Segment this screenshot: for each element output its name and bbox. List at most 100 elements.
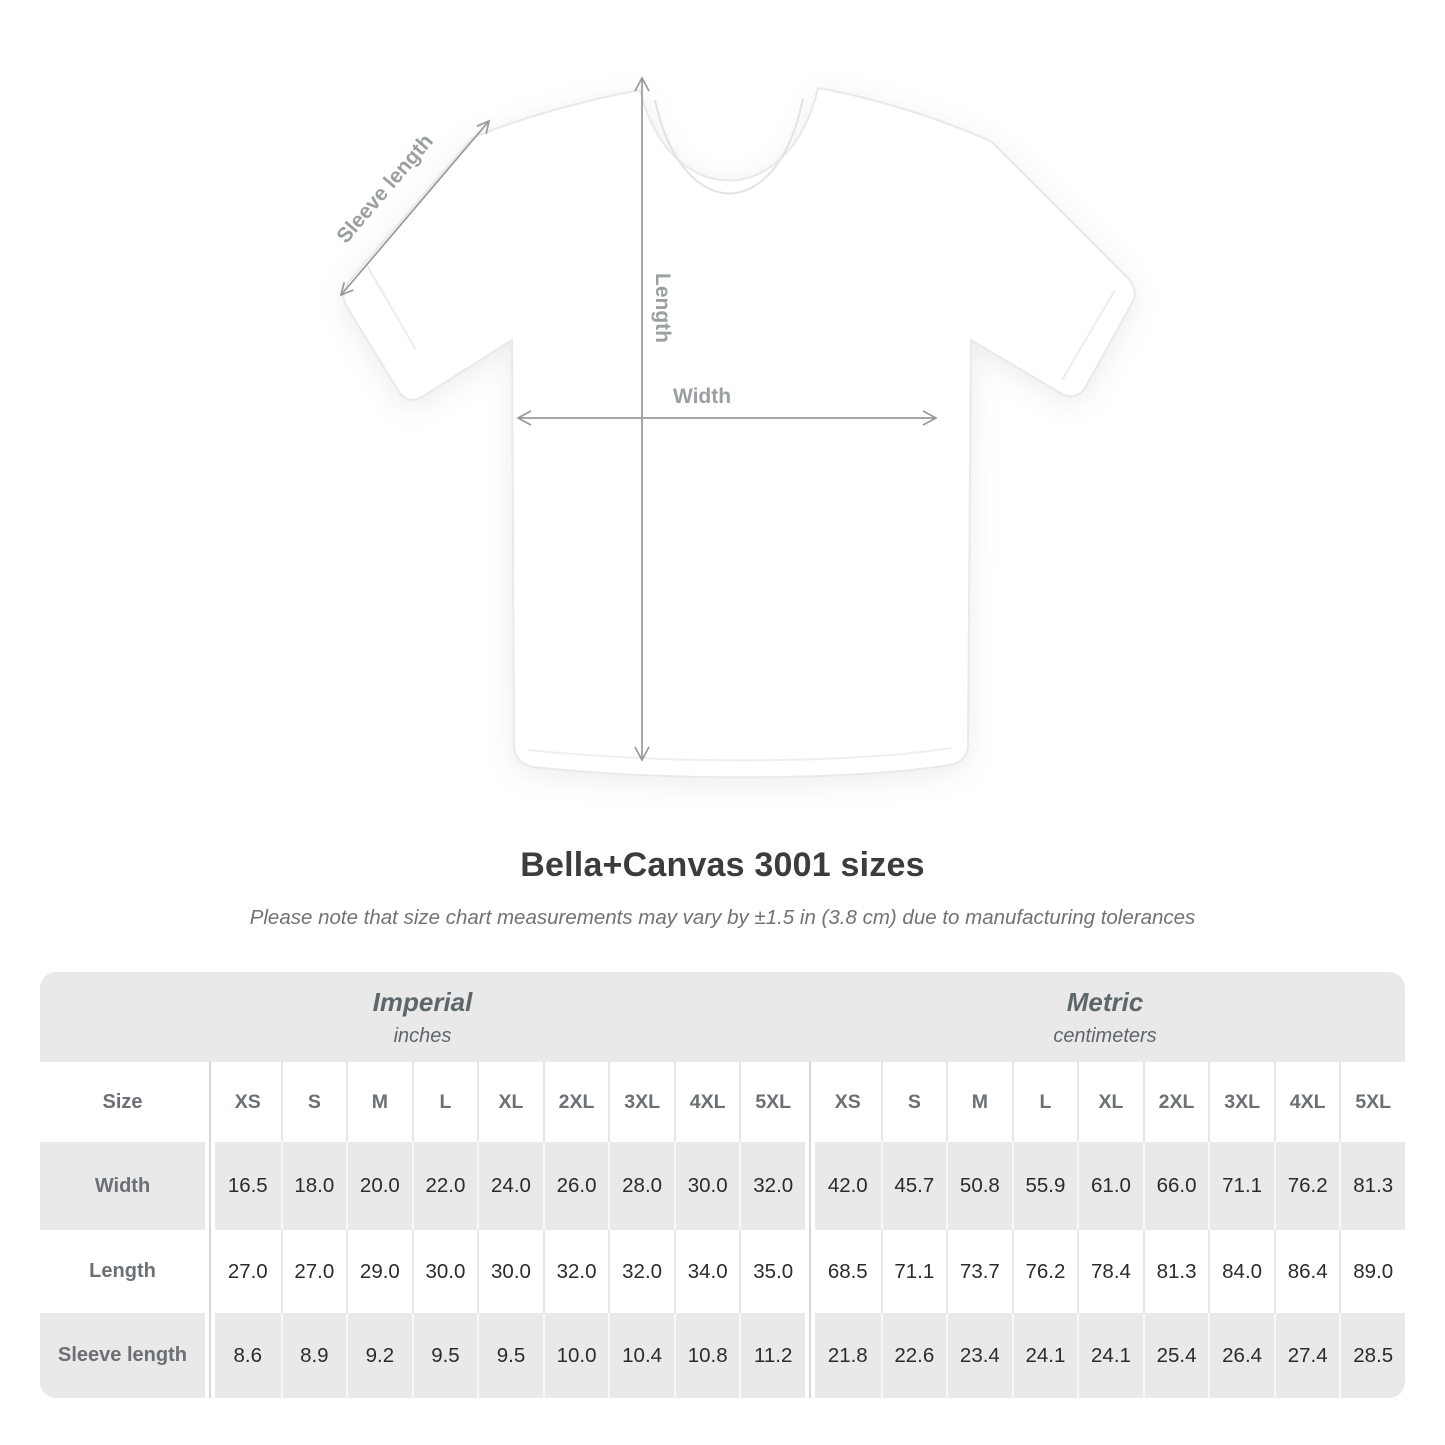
table-cell: 30.0	[673, 1142, 740, 1230]
table-cell: 84.0	[1208, 1230, 1274, 1313]
table-cell: 73.7	[946, 1230, 1012, 1313]
row-label: Width	[40, 1142, 205, 1230]
table-cell: 8.9	[280, 1313, 347, 1398]
right-cuff-seam	[1061, 289, 1116, 381]
table-cell: 32.0	[739, 1142, 805, 1230]
table-cell: 61.0	[1077, 1142, 1143, 1230]
imperial-group-header: Imperial inches	[40, 972, 805, 1062]
size-row-label: Size	[40, 1062, 205, 1142]
tshirt-silhouette	[342, 86, 1136, 779]
table-cell: 9.5	[477, 1313, 543, 1398]
table-cell: 32.0	[608, 1230, 674, 1313]
group-divider	[805, 1142, 815, 1230]
table-cell: 26.0	[542, 1142, 609, 1230]
table-cell: 34.0	[673, 1230, 740, 1313]
table-cell: 27.4	[1273, 1313, 1340, 1398]
table-cell: 10.8	[673, 1313, 740, 1398]
table-cell: 28.5	[1339, 1313, 1405, 1398]
hem-seam	[527, 747, 953, 762]
sleeve-length-row: Sleeve length 8.6 8.9 9.2 9.5 9.5 10.0 1…	[40, 1313, 1405, 1398]
table-cell: 27.0	[280, 1230, 347, 1313]
table-cell: 9.5	[411, 1313, 478, 1398]
table-cell: 30.0	[477, 1230, 543, 1313]
table-cell: 45.7	[880, 1142, 947, 1230]
table-cell: 35.0	[739, 1230, 805, 1313]
page-title: Bella+Canvas 3001 sizes	[520, 846, 925, 884]
table-cell: 22.0	[411, 1142, 478, 1230]
table-cell: 66.0	[1142, 1142, 1209, 1230]
table-cell: 24.1	[1077, 1313, 1143, 1398]
size-header: 2XL	[542, 1062, 609, 1142]
table-cell: 20.0	[346, 1142, 412, 1230]
size-header: 2XL	[1142, 1062, 1209, 1142]
size-header: XS	[815, 1062, 881, 1142]
table-cell: 18.0	[280, 1142, 347, 1230]
table-cell: 8.6	[215, 1313, 281, 1398]
size-header: 4XL	[673, 1062, 740, 1142]
table-cell: 21.8	[815, 1313, 881, 1398]
table-cell: 89.0	[1339, 1230, 1405, 1313]
size-header: XL	[477, 1062, 543, 1142]
row-label: Sleeve length	[40, 1313, 205, 1398]
table-cell: 10.4	[608, 1313, 674, 1398]
table-cell: 10.0	[542, 1313, 609, 1398]
table-cell: 24.1	[1011, 1313, 1078, 1398]
table-cell: 29.0	[346, 1230, 412, 1313]
size-header: 5XL	[739, 1062, 805, 1142]
metric-group-header: Metric centimeters	[805, 972, 1405, 1062]
tolerance-note: Please note that size chart measurements…	[249, 906, 1196, 929]
column-divider	[205, 1230, 215, 1313]
column-divider	[205, 1062, 215, 1142]
table-cell: 24.0	[477, 1142, 543, 1230]
size-header: M	[946, 1062, 1012, 1142]
table-cell: 27.0	[215, 1230, 281, 1313]
table-cell: 11.2	[739, 1313, 805, 1398]
table-cell: 55.9	[1011, 1142, 1078, 1230]
unit-group-header-row: Imperial inches Metric centimeters	[40, 972, 1405, 1062]
table-cell: 28.0	[608, 1142, 674, 1230]
group-divider	[805, 1062, 815, 1142]
table-cell: 16.5	[215, 1142, 281, 1230]
table-cell: 86.4	[1273, 1230, 1340, 1313]
table-cell: 9.2	[346, 1313, 412, 1398]
table-cell: 23.4	[946, 1313, 1012, 1398]
width-label: Width	[673, 385, 731, 408]
size-header: XL	[1077, 1062, 1143, 1142]
size-table: Imperial inches Metric centimeters Size …	[40, 972, 1405, 1398]
size-header: XS	[215, 1062, 281, 1142]
imperial-group-unit: inches	[393, 1025, 452, 1047]
left-cuff-seam	[364, 261, 417, 351]
metric-group-unit: centimeters	[1053, 1025, 1157, 1047]
table-cell: 71.1	[880, 1230, 947, 1313]
table-cell: 78.4	[1077, 1230, 1143, 1313]
column-divider	[205, 1142, 215, 1230]
table-cell: 71.1	[1208, 1142, 1274, 1230]
tshirt-measurement-diagram: Sleeve length Length Width	[332, 76, 1136, 779]
table-cell: 26.4	[1208, 1313, 1274, 1398]
length-row: Length 27.0 27.0 29.0 30.0 30.0 32.0 32.…	[40, 1230, 1405, 1313]
table-cell: 25.4	[1142, 1313, 1209, 1398]
table-cell: 42.0	[815, 1142, 881, 1230]
size-header: L	[1011, 1062, 1078, 1142]
size-header: 3XL	[608, 1062, 674, 1142]
size-header-row: Size XS S M L XL 2XL 3XL 4XL 5XL XS S M …	[40, 1062, 1405, 1142]
table-cell: 81.3	[1339, 1142, 1405, 1230]
table-cell: 68.5	[815, 1230, 881, 1313]
size-header: S	[280, 1062, 347, 1142]
group-divider	[805, 1230, 815, 1313]
column-divider	[205, 1313, 215, 1398]
size-header: 4XL	[1273, 1062, 1340, 1142]
table-cell: 30.0	[411, 1230, 478, 1313]
collar-seam	[654, 97, 804, 195]
length-label: Length	[651, 273, 674, 343]
group-divider	[805, 1313, 815, 1398]
imperial-group-name: Imperial	[372, 987, 473, 1017]
size-header: 5XL	[1339, 1062, 1405, 1142]
row-label: Length	[40, 1230, 205, 1313]
width-row: Width 16.5 18.0 20.0 22.0 24.0 26.0 28.0…	[40, 1142, 1405, 1230]
table-cell: 32.0	[542, 1230, 609, 1313]
size-header: 3XL	[1208, 1062, 1274, 1142]
size-header: L	[411, 1062, 478, 1142]
size-header: S	[880, 1062, 947, 1142]
metric-group-name: Metric	[1066, 987, 1144, 1017]
